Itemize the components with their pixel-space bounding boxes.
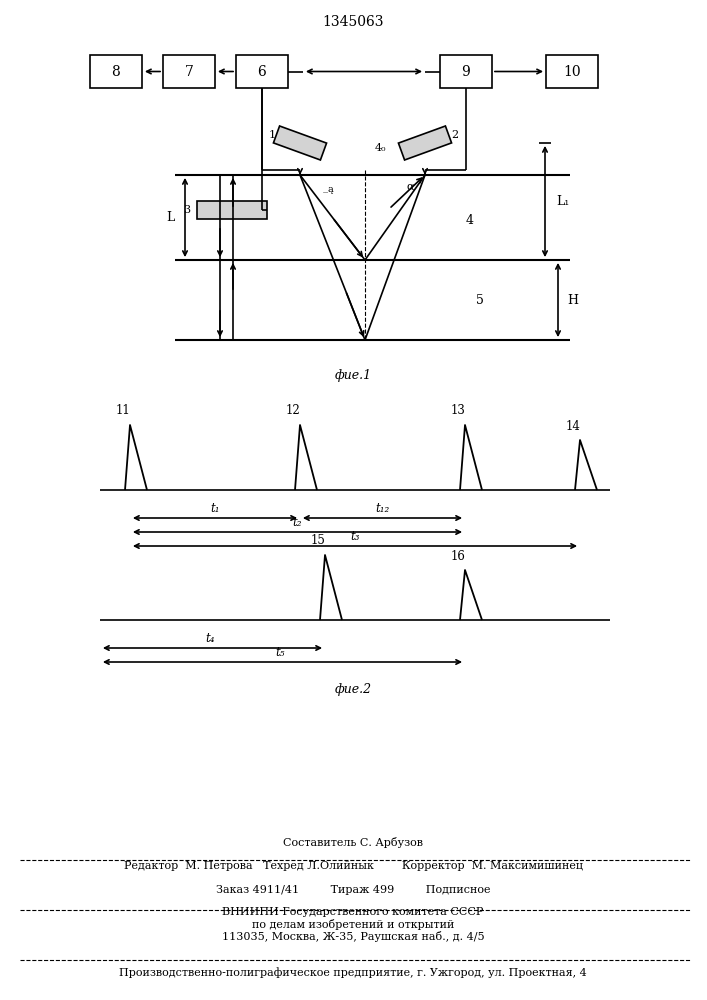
Text: по делам изобретений и открытий: по делам изобретений и открытий	[252, 920, 454, 930]
Text: 15: 15	[310, 534, 325, 548]
Text: 11: 11	[116, 404, 130, 418]
Bar	[440, 55, 492, 88]
Text: H: H	[568, 294, 578, 306]
Text: 1345063: 1345063	[322, 15, 384, 29]
Text: 6: 6	[257, 64, 267, 79]
Text: 9: 9	[462, 64, 470, 79]
Text: Производственно-полиграфическое предприятие, г. Ужгород, ул. Проектная, 4: Производственно-полиграфическое предприя…	[119, 968, 587, 978]
Text: 3: 3	[183, 205, 191, 215]
Bar	[197, 201, 267, 219]
Text: 4₀: 4₀	[375, 143, 387, 153]
Text: 113035, Москва, Ж-35, Раушская наб., д. 4/5: 113035, Москва, Ж-35, Раушская наб., д. …	[222, 932, 484, 942]
Text: ą: ą	[327, 186, 333, 194]
Text: 1: 1	[269, 130, 276, 140]
Text: Редактор  М. Петрова   Техред Л.Олийнык        Корректор  М. Максимишинец: Редактор М. Петрова Техред Л.Олийнык Кор…	[124, 861, 583, 871]
Text: 13: 13	[450, 404, 465, 418]
Text: Заказ 4911/41         Тираж 499         Подписное: Заказ 4911/41 Тираж 499 Подписное	[216, 885, 490, 895]
Text: α: α	[407, 182, 414, 192]
Text: t₃: t₃	[350, 530, 360, 542]
Text: t₅: t₅	[275, 646, 285, 658]
Text: 2: 2	[452, 130, 459, 140]
Bar	[90, 55, 142, 88]
Text: 5: 5	[476, 294, 484, 306]
Text: 16: 16	[450, 550, 465, 562]
Text: t₂: t₂	[293, 516, 303, 528]
Text: фие.1: фие.1	[334, 368, 372, 381]
Text: L₁: L₁	[556, 195, 570, 208]
Bar	[236, 55, 288, 88]
Text: 12: 12	[286, 404, 300, 418]
Text: 8: 8	[112, 64, 120, 79]
Text: t₄: t₄	[205, 632, 215, 645]
Polygon shape	[399, 126, 452, 160]
Polygon shape	[274, 126, 327, 160]
Text: L: L	[166, 211, 174, 224]
Text: 4: 4	[466, 214, 474, 227]
Text: 14: 14	[566, 420, 580, 432]
Text: ВНИИПИ Государственного комитета СССР: ВНИИПИ Государственного комитета СССР	[222, 907, 484, 917]
Bar	[546, 55, 598, 88]
Text: t₁₂: t₁₂	[375, 502, 390, 514]
Text: 10: 10	[563, 64, 581, 79]
Text: 7: 7	[185, 64, 194, 79]
Bar	[163, 55, 215, 88]
Text: Составитель С. Арбузов: Составитель С. Арбузов	[283, 838, 423, 848]
Text: фие.2: фие.2	[334, 684, 372, 696]
Text: t₁: t₁	[210, 502, 220, 514]
